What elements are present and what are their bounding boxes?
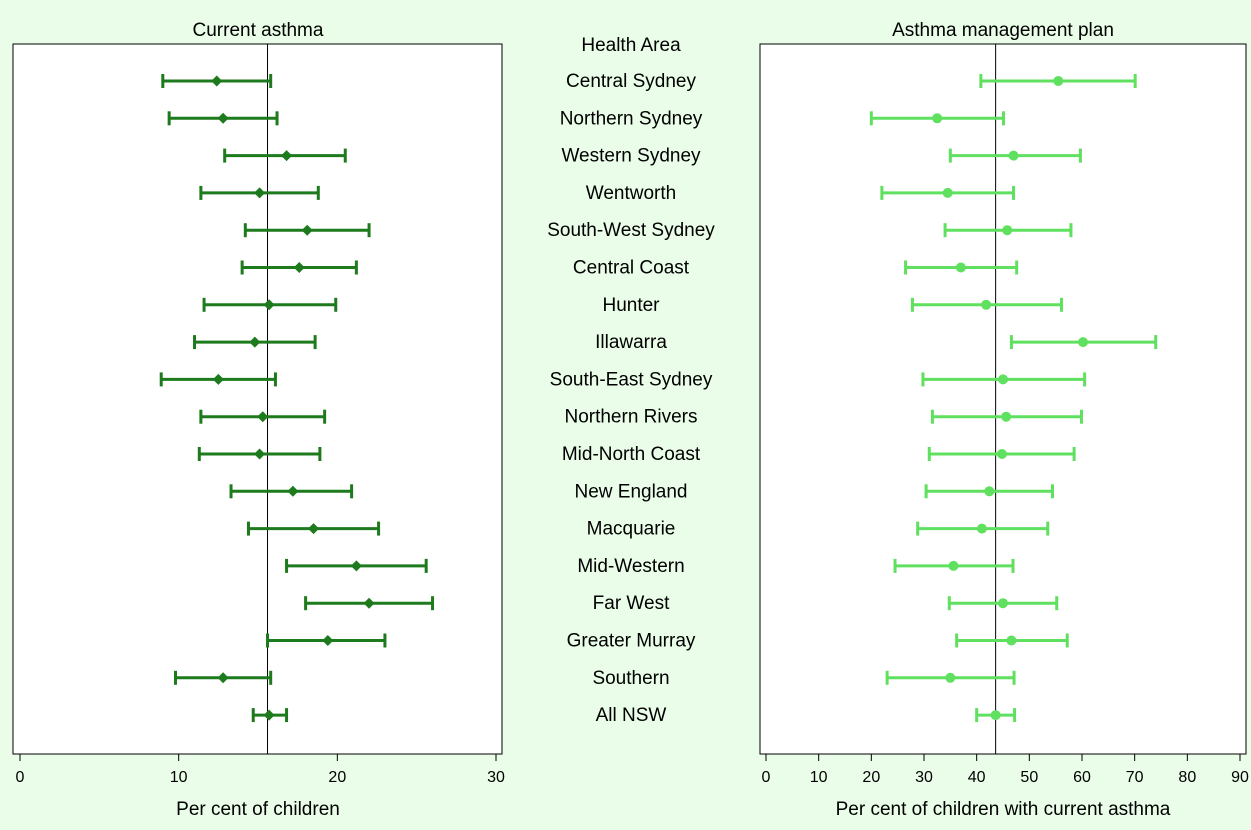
right-point-8 (998, 374, 1008, 385)
category-label-16: Southern (592, 668, 669, 689)
categories-header: Health Area (581, 35, 681, 56)
left-point-9 (257, 411, 269, 423)
right-point-15 (1006, 635, 1017, 646)
right-axis-label: Per cent of children with current asthma (836, 799, 1171, 820)
right-x-tick-label-8: 80 (1178, 769, 1196, 786)
right-x-tick-label-5: 50 (1020, 769, 1038, 786)
category-label-11: New England (574, 481, 687, 502)
left-point-3 (254, 187, 266, 199)
left-point-8 (212, 373, 224, 385)
left-point-4 (301, 224, 313, 236)
category-label-4: South-West Sydney (547, 220, 715, 241)
category-label-13: Mid-Western (577, 556, 684, 577)
right-x-tick-label-1: 10 (810, 769, 828, 786)
category-label-8: South-East Sydney (550, 369, 713, 390)
right-x-tick-label-3: 30 (915, 769, 933, 786)
category-label-10: Mid-North Coast (562, 444, 701, 465)
right-point-16 (945, 672, 956, 683)
left-point-15 (322, 635, 334, 646)
category-labels: Central Sydney Northern Sydney Western Syd… (547, 71, 715, 726)
right-panel-title: Asthma management plan (892, 20, 1114, 41)
left-point-6 (263, 299, 275, 311)
category-label-6: Hunter (602, 295, 660, 316)
right-point-4 (1002, 225, 1013, 236)
right-x-tick-label-2: 20 (862, 769, 880, 786)
left-point-12 (308, 523, 320, 535)
category-label-1: Northern Sydney (560, 108, 703, 129)
left-point-14 (363, 597, 375, 609)
right-point-10 (996, 449, 1007, 459)
category-label-14: Far West (593, 593, 670, 614)
right-point-14 (998, 598, 1008, 609)
right-point-2 (1008, 150, 1019, 161)
right-plot-frame (759, 43, 1247, 755)
left-x-tick-label-3: 30 (487, 769, 505, 786)
right-x-tick-label-9: 90 (1231, 769, 1249, 786)
left-point-17 (263, 709, 275, 721)
right-chart-layer: 0 10 20 30 40 50 60 70 80 90 (762, 44, 1249, 786)
category-label-5: Central Coast (573, 258, 690, 279)
left-x-tick-label-1: 10 (170, 769, 188, 786)
left-panel-title: Current asthma (193, 20, 324, 41)
left-point-1 (217, 112, 229, 124)
left-point-0 (211, 75, 223, 87)
category-label-9: Northern Rivers (564, 407, 697, 428)
category-label-3: Wentworth (586, 183, 676, 204)
right-point-17 (990, 710, 1001, 721)
left-plot-frame (12, 43, 503, 755)
category-label-17: All NSW (596, 705, 667, 726)
left-point-16 (217, 672, 229, 684)
category-label-0: Central Sydney (566, 71, 696, 92)
right-point-13 (948, 560, 959, 571)
left-point-11 (287, 485, 299, 497)
category-label-2: Western Sydney (561, 146, 701, 167)
left-point-5 (293, 262, 305, 273)
left-point-10 (254, 448, 266, 460)
right-point-5 (955, 262, 966, 273)
right-point-1 (932, 113, 943, 124)
right-point-6 (981, 299, 992, 310)
right-point-12 (976, 523, 987, 534)
right-point-7 (1078, 337, 1089, 348)
left-point-2 (281, 150, 293, 162)
right-x-tick-label-4: 40 (968, 769, 986, 786)
right-x-tick-label-0: 0 (762, 769, 771, 786)
category-label-15: Greater Murray (567, 631, 696, 652)
right-point-11 (984, 486, 995, 497)
left-x-tick-label-0: 0 (16, 769, 25, 786)
left-axis-label: Per cent of children (176, 799, 340, 820)
category-label-7: Illawarra (595, 332, 667, 353)
right-point-0 (1053, 76, 1064, 86)
left-x-tick-label-2: 20 (328, 769, 346, 786)
category-label-12: Macquarie (587, 519, 676, 540)
left-point-13 (350, 560, 362, 572)
right-x-tick-label-6: 60 (1073, 769, 1091, 786)
right-point-3 (942, 187, 953, 198)
right-point-9 (1001, 411, 1012, 422)
left-point-7 (249, 336, 261, 348)
left-chart-layer: 0 10 20 30 (16, 44, 505, 786)
right-x-tick-label-7: 70 (1126, 769, 1144, 786)
